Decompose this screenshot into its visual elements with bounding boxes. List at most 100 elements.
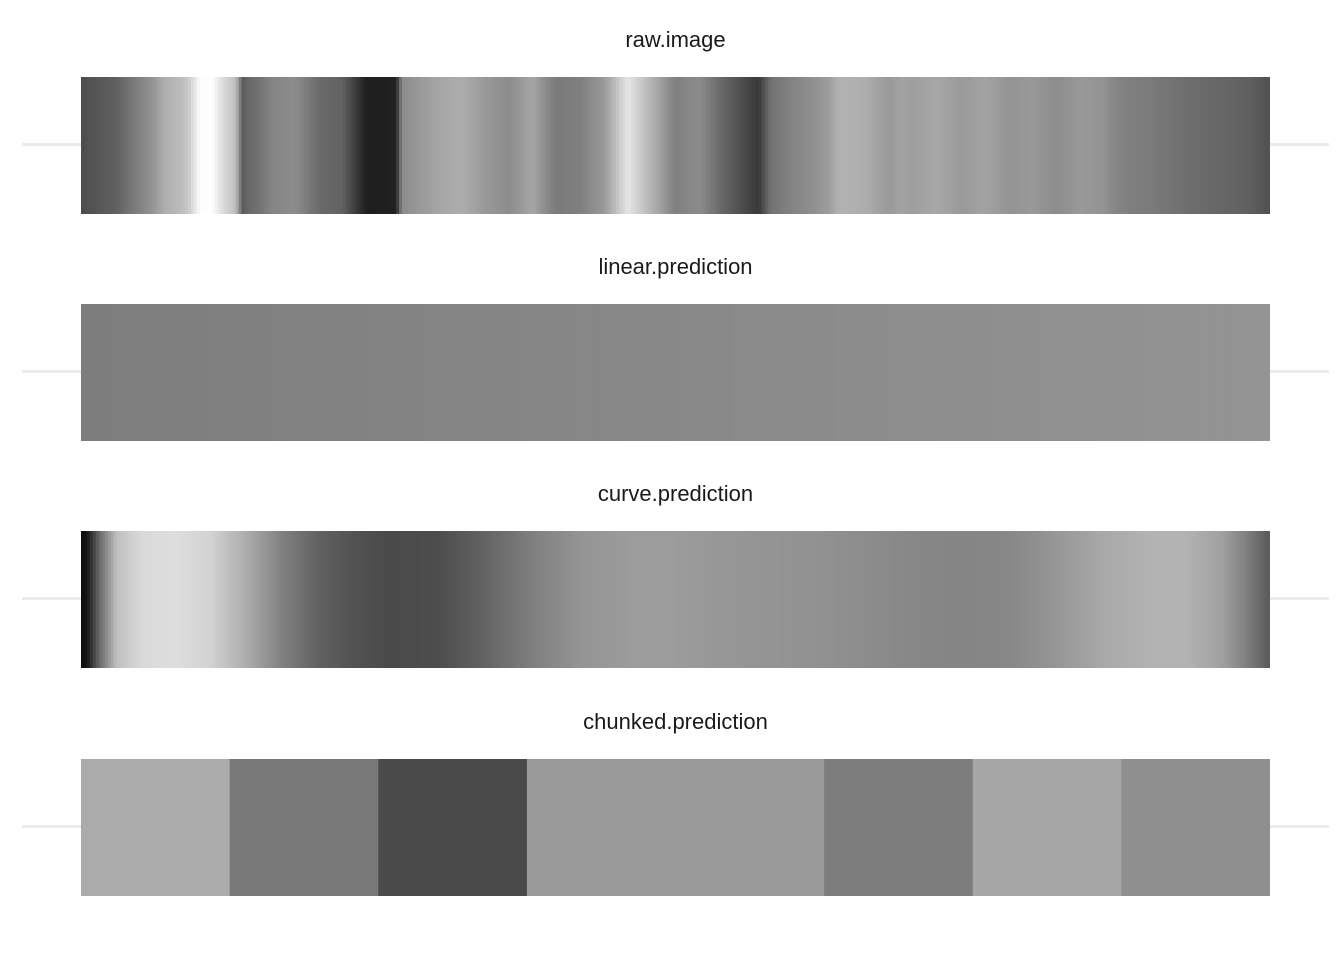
chunk-2: [229, 759, 379, 896]
pixel-column: [627, 77, 632, 214]
pixel-column: [669, 531, 674, 668]
pixel-column: [265, 531, 269, 668]
pixel-column: [642, 77, 647, 214]
pixel-column: [613, 531, 617, 668]
pixel-column: [749, 304, 754, 441]
pixel-column: [601, 304, 605, 441]
pixel-column: [443, 531, 448, 668]
pixel-column: [1008, 531, 1012, 668]
pixel-column: [399, 77, 403, 214]
pixel-column: [259, 531, 263, 668]
pixel-column: [517, 77, 522, 214]
pixel-column: [624, 304, 629, 441]
pixel-column: [592, 304, 596, 441]
pixel-column: [419, 77, 424, 214]
pixel-column: [1154, 531, 1158, 668]
pixel-column: [833, 304, 837, 441]
pixel-column: [122, 77, 127, 214]
pixel-column: [205, 531, 210, 668]
pixel-column: [235, 77, 240, 214]
pixel-column: [336, 304, 341, 441]
pixel-column: [503, 304, 507, 441]
pixel-column: [856, 531, 861, 668]
pixel-column: [223, 77, 228, 214]
pixel-column: [1192, 531, 1197, 668]
pixel-column: [366, 77, 370, 214]
pixel-column: [422, 531, 427, 668]
pixel-column: [1267, 77, 1271, 214]
pixel-column: [482, 77, 486, 214]
pixel-column: [1186, 77, 1191, 214]
pixel-column: [547, 77, 552, 214]
pixel-column: [931, 531, 935, 668]
pixel-column: [981, 304, 986, 441]
pixel-column: [586, 531, 590, 668]
pixel-column: [1234, 77, 1238, 214]
pixel-column: [755, 304, 760, 441]
pixel-column: [726, 304, 730, 441]
pixel-column: [800, 77, 804, 214]
pixel-column: [81, 77, 85, 214]
pixel-column: [366, 531, 370, 668]
pixel-column: [874, 531, 879, 668]
pixel-column: [972, 531, 977, 668]
pixel-column: [1168, 531, 1173, 668]
pixel-column: [321, 77, 326, 214]
pixel-column: [660, 531, 665, 668]
pixel-column: [610, 304, 614, 441]
pixel-column: [737, 531, 742, 668]
pixel-column: [922, 304, 926, 441]
pixel-column: [110, 77, 115, 214]
pixel-column: [963, 77, 968, 214]
pixel-column: [1133, 77, 1137, 214]
pixel-column: [1011, 304, 1015, 441]
pixel-column: [1115, 531, 1119, 668]
pixel-column: [809, 531, 813, 668]
pixel-column: [957, 531, 962, 668]
pixel-column: [1017, 531, 1021, 668]
pixel-column: [1127, 77, 1131, 214]
pixel-column: [687, 304, 691, 441]
pixel-column: [990, 77, 995, 214]
pixel-column: [604, 304, 608, 441]
pixel-column: [1029, 77, 1033, 214]
pixel-column: [1067, 304, 1072, 441]
pixel-column: [907, 77, 911, 214]
pixel-column: [131, 304, 136, 441]
pixel-column: [104, 531, 109, 668]
pixel-column: [948, 77, 953, 214]
pixel-column: [1165, 77, 1170, 214]
pixel-column: [1127, 531, 1131, 668]
pixel-column: [131, 77, 136, 214]
pixel-column: [303, 77, 308, 214]
pixel-column: [1228, 531, 1232, 668]
pixel-column: [987, 77, 992, 214]
pixel-column: [812, 77, 816, 214]
pixel-column: [770, 304, 775, 441]
pixel-column: [1047, 304, 1051, 441]
pixel-column: [960, 304, 965, 441]
pixel-column: [83, 531, 88, 668]
pixel-column: [470, 304, 474, 441]
pixel-column: [815, 531, 819, 668]
pixel-column: [506, 531, 510, 668]
pixel-column: [1210, 304, 1215, 441]
pixel-column: [416, 77, 421, 214]
pixel-column: [598, 77, 602, 214]
pixel-column: [729, 531, 733, 668]
pixel-column: [844, 304, 849, 441]
chunk-7: [972, 759, 1122, 896]
pixel-column: [1064, 531, 1069, 668]
pixel-column: [868, 304, 873, 441]
pixel-column: [1073, 531, 1078, 668]
pixel-column: [431, 304, 436, 441]
pixel-column: [390, 77, 394, 214]
pixel-column: [140, 77, 145, 214]
pixel-column: [746, 531, 751, 668]
pixel-column: [1118, 304, 1122, 441]
pixel-column: [1008, 77, 1012, 214]
pixel-column: [1177, 77, 1182, 214]
pixel-column: [815, 304, 819, 441]
pixel-column: [476, 77, 480, 214]
pixel-column: [348, 77, 353, 214]
